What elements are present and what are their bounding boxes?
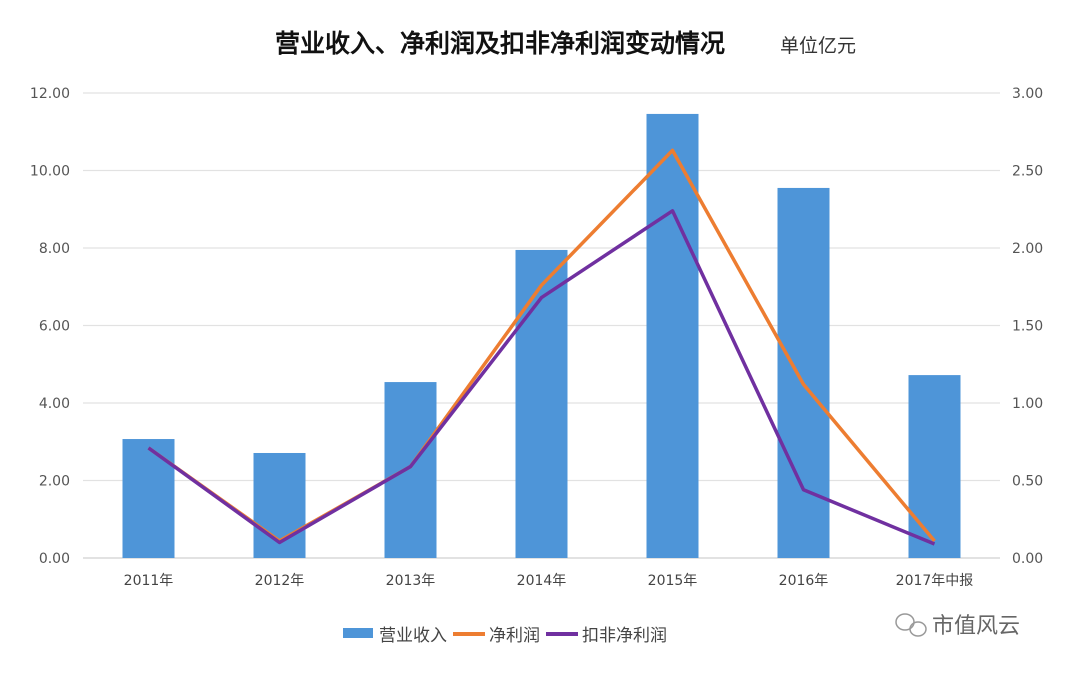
chart-subtitle: 单位亿元 bbox=[780, 35, 856, 57]
left-axis-tick-label: 12.00 bbox=[30, 86, 70, 102]
legend-label: 净利润 bbox=[489, 626, 540, 646]
legend-item: 营业收入 bbox=[343, 626, 447, 646]
x-axis-tick-label: 2011年 bbox=[124, 573, 174, 589]
right-axis-tick-label: 0.50 bbox=[1012, 474, 1043, 490]
legend-label: 扣非净利润 bbox=[582, 626, 667, 646]
left-axis-tick-label: 2.00 bbox=[39, 474, 70, 490]
x-axis-tick-label: 2017年中报 bbox=[896, 573, 974, 589]
bar-revenue bbox=[777, 187, 830, 558]
right-axis-tick-label: 1.50 bbox=[1012, 319, 1043, 335]
watermark: 市值风云 bbox=[895, 613, 1020, 639]
bar-revenue bbox=[515, 249, 568, 558]
line-series-deducted-net-profit bbox=[147, 209, 936, 546]
left-axis-tick-label: 4.00 bbox=[39, 396, 70, 412]
left-axis-tick-label: 8.00 bbox=[39, 241, 70, 257]
watermark-text: 市值风云 bbox=[932, 614, 1020, 639]
right-axis-tick-label: 1.00 bbox=[1012, 396, 1043, 412]
right-axis-tick-label: 2.00 bbox=[1012, 241, 1043, 257]
bar-revenue bbox=[122, 439, 175, 558]
x-axis-tick-label: 2015年 bbox=[648, 573, 698, 589]
x-axis-tick-label: 2013年 bbox=[386, 573, 436, 589]
bar-revenue bbox=[646, 113, 699, 559]
right-axis-tick-label: 2.50 bbox=[1012, 164, 1043, 180]
legend-item: 扣非净利润 bbox=[546, 626, 667, 646]
bar-revenue bbox=[908, 375, 961, 558]
left-axis-tick-label: 0.00 bbox=[39, 551, 70, 567]
x-axis-tick-label: 2016年 bbox=[779, 573, 829, 589]
wechat-icon bbox=[895, 613, 927, 637]
left-axis-tick-label: 6.00 bbox=[39, 319, 70, 335]
right-axis-tick-label: 3.00 bbox=[1012, 86, 1043, 102]
x-axis-tick-label: 2012年 bbox=[255, 573, 305, 589]
legend-label: 营业收入 bbox=[379, 626, 447, 646]
x-axis-tick-label: 2014年 bbox=[517, 573, 567, 589]
bar-revenue bbox=[384, 382, 437, 558]
legend-swatch bbox=[343, 628, 373, 638]
chart-title: 营业收入、净利润及扣非净利润变动情况 bbox=[275, 29, 725, 58]
right-axis-tick-label: 0.00 bbox=[1012, 551, 1043, 567]
legend-item: 净利润 bbox=[453, 626, 540, 646]
left-axis-tick-label: 10.00 bbox=[30, 164, 70, 180]
